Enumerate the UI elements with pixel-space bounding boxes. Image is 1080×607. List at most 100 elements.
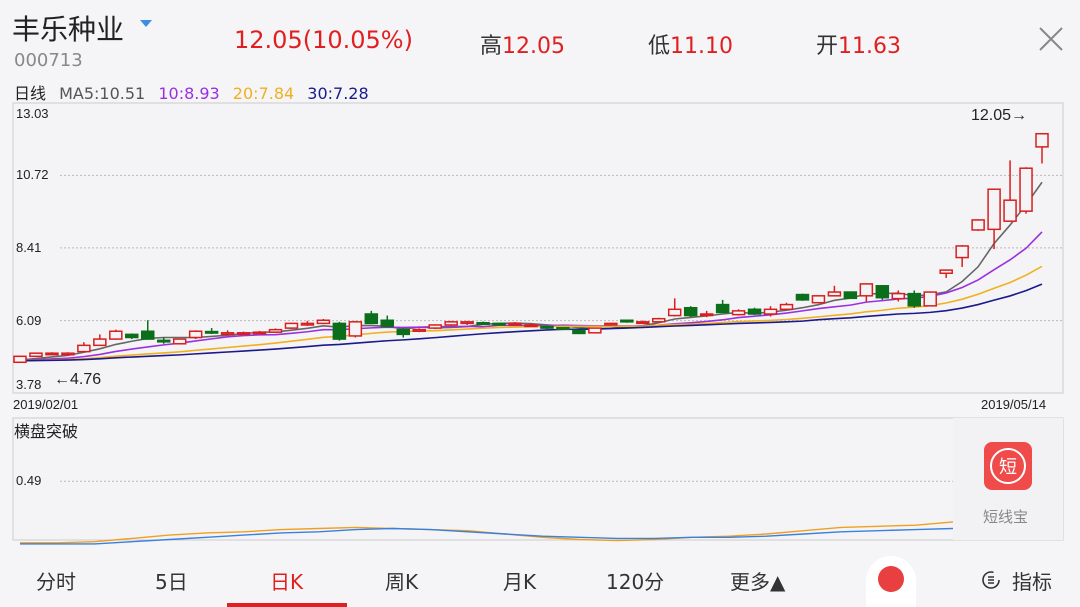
x-end-label: 2019/05/14 (981, 397, 1046, 412)
candle-body (715, 303, 730, 314)
candle-body (284, 322, 299, 329)
candle-body (188, 330, 203, 339)
y-tick: 10.72 (16, 167, 49, 182)
candle-body (747, 308, 762, 315)
candle-body (204, 330, 219, 334)
candle-body (620, 319, 634, 323)
y-tick: 3.78 (16, 377, 41, 392)
candle-body (604, 322, 618, 326)
indicator-title: 横盘突破 (14, 422, 78, 441)
short-line-icon[interactable]: 短 (984, 442, 1032, 490)
low-label: 低 (648, 34, 671, 59)
candle-body (332, 322, 347, 340)
period-label: 日线 (14, 84, 47, 103)
high-label: 高 (480, 34, 503, 59)
ma30-line (19, 283, 1043, 362)
tab-more[interactable]: 更多▲ (730, 570, 786, 594)
candle-body (891, 292, 906, 300)
ma30-value: 30:7.28 (307, 84, 369, 103)
ma20-value: 20:7.84 (232, 84, 295, 103)
candle-body (763, 308, 778, 315)
candle-body (252, 331, 267, 335)
ma-legend: 日线 MA5:10.51 10:8.93 20:7.84 30:7.28 (14, 80, 377, 104)
candle-body (93, 338, 107, 347)
candle-body (636, 321, 650, 325)
candle-body (61, 352, 75, 356)
record-icon[interactable] (878, 566, 904, 592)
candle-body (300, 322, 315, 326)
candle-body (236, 332, 251, 336)
candle-body (364, 313, 379, 325)
candle-body (77, 344, 91, 353)
x-start-label: 2019/02/01 (13, 397, 78, 412)
candle-body (652, 317, 666, 323)
short-line-label: 短线宝 (983, 508, 1029, 526)
indicator-line-1 (20, 527, 954, 545)
candle-body (588, 327, 602, 334)
candle-body (987, 188, 1001, 231)
candle-body (125, 333, 139, 339)
candle-body (683, 306, 698, 317)
open-value: 11.63 (838, 34, 901, 59)
candle-body (348, 321, 363, 337)
candle-body (731, 310, 746, 316)
tab-5day[interactable]: 5日 (155, 570, 188, 594)
y-tick: 13.03 (16, 106, 49, 121)
candle-body (923, 291, 937, 307)
candle-body (444, 321, 458, 326)
max-marker: 12.05→ (971, 107, 1027, 124)
candle-body (380, 319, 395, 328)
candle-body (699, 313, 714, 317)
high-value: 12.05 (502, 34, 565, 59)
candle-body (109, 330, 123, 340)
y-tick: 6.09 (16, 313, 41, 328)
candle-body (508, 322, 522, 326)
candle-body (556, 327, 570, 331)
candle-body (492, 322, 506, 326)
candle-body (907, 292, 921, 307)
tab-indicator[interactable]: 指标 (1012, 570, 1052, 594)
tab-monthly-k[interactable]: 月K (503, 570, 537, 594)
low-price: 低11.10 (648, 28, 733, 60)
candle-body (843, 291, 858, 300)
candle-body (1019, 167, 1033, 212)
price-change: 12.05(10.05%) (234, 26, 413, 54)
candle-body (396, 328, 410, 336)
stock-name[interactable]: 丰乐种业 (12, 13, 125, 46)
tab-weekly-k[interactable]: 周K (385, 570, 419, 594)
candle-body (811, 295, 826, 304)
close-icon[interactable] (1038, 26, 1064, 52)
stock-code: 000713 (14, 50, 83, 71)
low-value: 11.10 (670, 34, 733, 59)
candle-body (572, 329, 586, 335)
min-marker: ←4.76 (54, 371, 101, 388)
candle-body (460, 321, 474, 325)
candle-body (45, 352, 59, 356)
candle-body (540, 325, 554, 329)
high-price: 高12.05 (480, 28, 565, 60)
tab-120min[interactable]: 120分 (606, 570, 665, 594)
candle-body (141, 330, 155, 340)
candle-body (13, 355, 27, 364)
kline-chart[interactable]: 13.03 10.72 8.41 6.09 3.78 ←4.76 12.05→ … (0, 0, 1080, 550)
candle-body (859, 283, 874, 297)
dropdown-caret-icon[interactable] (140, 20, 152, 27)
indicator-switch-icon[interactable] (980, 569, 1002, 591)
candle-body (524, 324, 538, 328)
short-line-icon-char: 短 (990, 448, 1026, 484)
candle-body (316, 319, 331, 325)
y-tick: 8.41 (16, 240, 41, 255)
candle-body (971, 219, 985, 231)
candle-body (1003, 199, 1017, 222)
candle-body (955, 245, 969, 259)
ma10-value: 10:8.93 (158, 84, 220, 103)
candle-body (412, 328, 426, 332)
indicator-tick: 0.49 (16, 473, 41, 488)
candle-body (476, 322, 490, 326)
candle-body (156, 339, 171, 343)
selected-tab-underline (227, 603, 347, 607)
candle-body (827, 291, 842, 297)
open-price: 开11.63 (816, 28, 901, 60)
tab-daily-k[interactable]: 日K (270, 570, 304, 594)
tab-intraday[interactable]: 分时 (36, 570, 76, 594)
